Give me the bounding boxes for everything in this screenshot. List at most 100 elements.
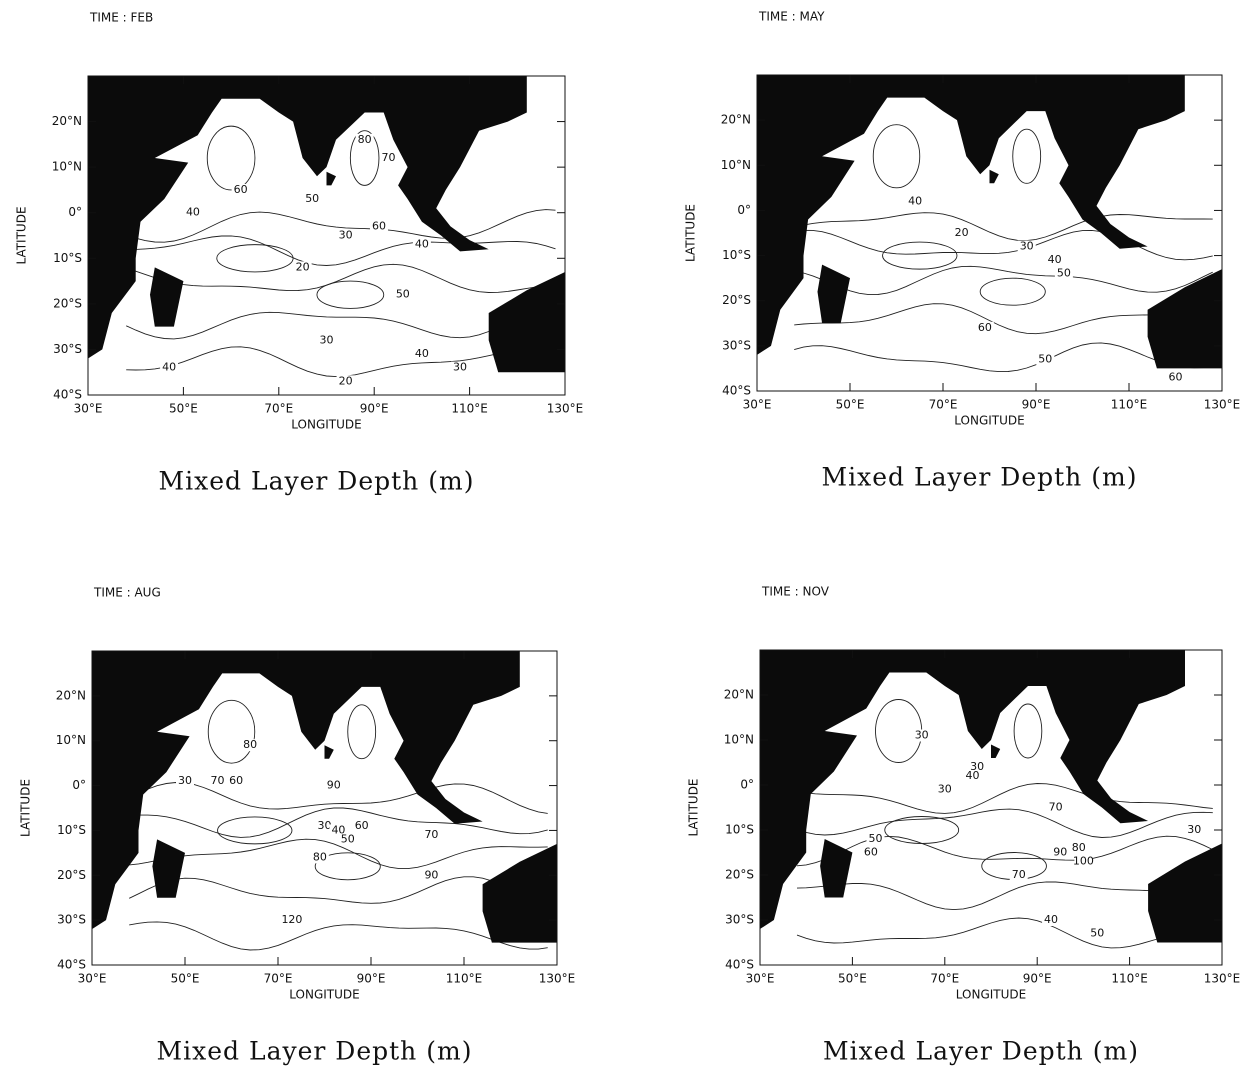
contour-label: 40 xyxy=(908,194,922,207)
x-tick-label: 70°E xyxy=(264,402,293,416)
x-tick-label: 90°E xyxy=(357,972,386,986)
contour-label-bg xyxy=(963,770,982,782)
x-axis-label: LONGITUDE xyxy=(956,988,1026,1002)
y-tick-label: 0° xyxy=(68,205,82,219)
contour-line xyxy=(794,265,1213,296)
contour-label: 30 xyxy=(1187,823,1201,836)
x-tick-label: 50°E xyxy=(169,402,198,416)
y-tick-label: 0° xyxy=(740,778,754,792)
y-tick-label: 0° xyxy=(737,203,751,217)
contour-label: 60 xyxy=(355,819,369,832)
y-tick-label: 10°S xyxy=(725,823,754,837)
contour-label-bg xyxy=(369,220,388,233)
contour-label-bg xyxy=(861,846,880,859)
map-area xyxy=(757,75,1222,373)
caption: Mixed Layer Depth (m) xyxy=(823,1037,1139,1066)
contour-loop xyxy=(314,852,381,881)
contour-line xyxy=(126,235,556,266)
contour-label: 60 xyxy=(372,219,386,232)
contour-label-bg xyxy=(303,193,322,206)
contour-label-bg xyxy=(1088,927,1107,940)
contour-label: 30 xyxy=(970,760,984,773)
x-tick-label: 50°E xyxy=(838,972,867,986)
contour-label-bg xyxy=(176,775,194,788)
caption: Mixed Layer Depth (m) xyxy=(157,1037,473,1066)
contour-label: 80 xyxy=(358,133,372,146)
contour-label: 30 xyxy=(1020,240,1034,253)
contour-label: 50 xyxy=(341,832,355,845)
contour-label-bg xyxy=(338,833,357,846)
contour-label-bg xyxy=(1054,267,1073,280)
contour-label-bg xyxy=(1009,869,1028,881)
contour-label: 30 xyxy=(453,361,467,374)
contour-label: 30 xyxy=(178,774,192,787)
contour-line xyxy=(796,783,1213,814)
contour-label: 40 xyxy=(966,769,980,782)
contour-label: 30 xyxy=(339,229,353,242)
contour-label: 60 xyxy=(864,846,878,859)
contour-label-bg xyxy=(336,229,355,242)
contour-line xyxy=(796,835,1213,867)
contour-label-bg xyxy=(1036,353,1055,366)
x-tick-label: 110°E xyxy=(451,402,488,416)
time-label: TIME : MAY xyxy=(758,10,825,24)
land-mask xyxy=(92,651,520,930)
contour-label-bg xyxy=(866,833,885,845)
contour-label-bg xyxy=(935,783,954,796)
contour-label-bg xyxy=(317,334,336,347)
contour-line xyxy=(796,881,1213,911)
contour-label: 80 xyxy=(243,738,257,751)
x-tick-label: 30°E xyxy=(78,972,107,986)
y-tick-label: 40°S xyxy=(53,388,82,402)
contour-label-bg xyxy=(1017,240,1036,253)
contour-loop xyxy=(349,130,380,186)
time-label: TIME : FEB xyxy=(89,11,153,25)
contour-label-bg xyxy=(975,321,994,334)
contour-label-bg xyxy=(1074,855,1093,868)
x-tick-label: 110°E xyxy=(446,972,483,986)
contour-line xyxy=(129,782,548,814)
contour-loop xyxy=(872,124,921,189)
contour-label: 30 xyxy=(320,333,334,346)
y-axis-label: LATITUDE xyxy=(19,779,33,837)
land-mask xyxy=(326,171,336,186)
x-tick-label: 90°E xyxy=(1022,398,1051,412)
contour-label: 70 xyxy=(211,774,225,787)
land-mask xyxy=(1148,843,1222,943)
contour-label-bg xyxy=(451,361,470,374)
y-tick-label: 30°S xyxy=(53,342,82,356)
contour-loop xyxy=(884,816,960,844)
contour-label: 50 xyxy=(869,832,883,845)
time-label: TIME : NOV xyxy=(761,585,830,599)
contour-line xyxy=(126,263,556,293)
y-tick-label: 40°S xyxy=(57,958,86,972)
contour-label: 80 xyxy=(1072,841,1086,854)
land-mask xyxy=(150,267,184,327)
y-tick-label: 0° xyxy=(72,778,86,792)
land-mask xyxy=(488,272,565,373)
contour-label-bg xyxy=(912,729,931,742)
x-tick-label: 70°E xyxy=(930,972,959,986)
contour-label-bg xyxy=(422,828,441,841)
contour-label-bg xyxy=(241,739,260,752)
x-tick-label: 130°E xyxy=(1204,972,1241,986)
y-tick-label: 20°N xyxy=(52,114,82,128)
y-tick-label: 30°S xyxy=(57,913,86,927)
land-mask xyxy=(88,76,527,359)
contour-label: 40 xyxy=(1048,253,1062,266)
contour-label: 30 xyxy=(915,729,929,742)
contour-line xyxy=(126,306,556,340)
land-mask xyxy=(324,745,334,759)
land-mask xyxy=(991,744,1001,758)
contour-label-bg xyxy=(906,195,925,208)
y-tick-label: 20°S xyxy=(725,868,754,882)
x-tick-label: 50°E xyxy=(171,972,200,986)
contour-loop xyxy=(217,816,293,845)
contour-label: 40 xyxy=(1044,913,1058,926)
contour-label-bg xyxy=(231,183,250,196)
contour-loop xyxy=(316,280,385,309)
time-label: TIME : AUG xyxy=(93,586,161,600)
y-tick-label: 30°S xyxy=(725,913,754,927)
